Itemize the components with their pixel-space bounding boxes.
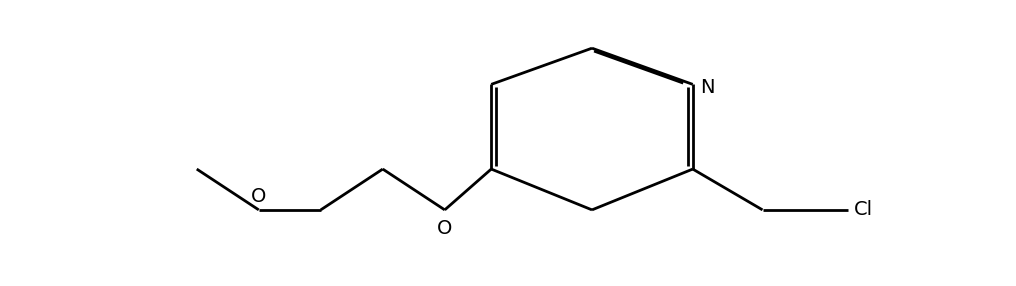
Text: Cl: Cl [854,200,873,219]
Text: N: N [700,78,715,97]
Text: O: O [437,219,452,238]
Text: O: O [251,186,266,206]
